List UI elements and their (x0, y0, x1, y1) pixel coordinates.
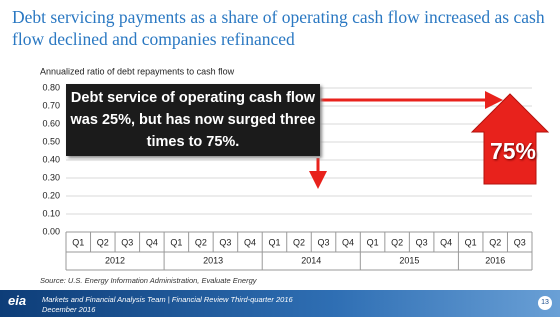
y-tick-label: 0.00 (42, 226, 60, 236)
x-tick-label: Q2 (391, 237, 403, 247)
y-tick-label: 0.40 (42, 154, 60, 164)
x-tick-label: Q3 (318, 237, 330, 247)
footer-bar (0, 290, 560, 317)
x-tick-label: Q3 (219, 237, 231, 247)
x-tick-label: Q4 (440, 237, 452, 247)
y-tick-label: 0.70 (42, 100, 60, 110)
x-tick-label: Q1 (367, 237, 379, 247)
y-axis-title: Annualized ratio of debt repayments to c… (40, 66, 235, 76)
y-tick-label: 0.50 (42, 136, 60, 146)
year-label: 2014 (301, 255, 321, 265)
x-tick-label: Q3 (416, 237, 428, 247)
year-label: 2015 (399, 255, 419, 265)
x-tick-label: Q4 (342, 237, 354, 247)
x-tick-label: Q1 (465, 237, 477, 247)
x-tick-label: Q3 (121, 237, 133, 247)
logo: eia (8, 293, 27, 308)
x-tick-label: Q2 (195, 237, 207, 247)
year-label: 2016 (485, 255, 505, 265)
year-label: 2012 (105, 255, 125, 265)
x-tick-label: Q4 (244, 237, 256, 247)
x-tick-label: Q1 (72, 237, 84, 247)
footer-text: December 2016 (42, 305, 96, 314)
x-tick-label: Q1 (170, 237, 182, 247)
x-tick-label: Q1 (268, 237, 280, 247)
y-tick-label: 0.10 (42, 208, 60, 218)
x-tick-label: Q2 (97, 237, 109, 247)
year-label: 2013 (203, 255, 223, 265)
y-tick-label: 0.30 (42, 172, 60, 182)
page-number: 13 (538, 296, 552, 310)
annotation: Debt service of operating cash flow was … (66, 84, 320, 156)
x-tick-label: Q4 (146, 237, 158, 247)
x-tick-label: Q2 (293, 237, 305, 247)
y-tick-label: 0.60 (42, 118, 60, 128)
source: Source: U.S. Energy Information Administ… (40, 276, 257, 285)
x-tick-label: Q3 (514, 237, 526, 247)
footer-text: Markets and Financial Analysis Team | Fi… (42, 295, 293, 304)
y-tick-label: 0.80 (42, 82, 60, 92)
big-arrow (470, 93, 550, 185)
y-tick-label: 0.20 (42, 190, 60, 200)
title: Debt servicing payments as a share of op… (12, 7, 545, 49)
annotation: 75% (489, 138, 537, 164)
x-tick-label: Q2 (489, 237, 501, 247)
